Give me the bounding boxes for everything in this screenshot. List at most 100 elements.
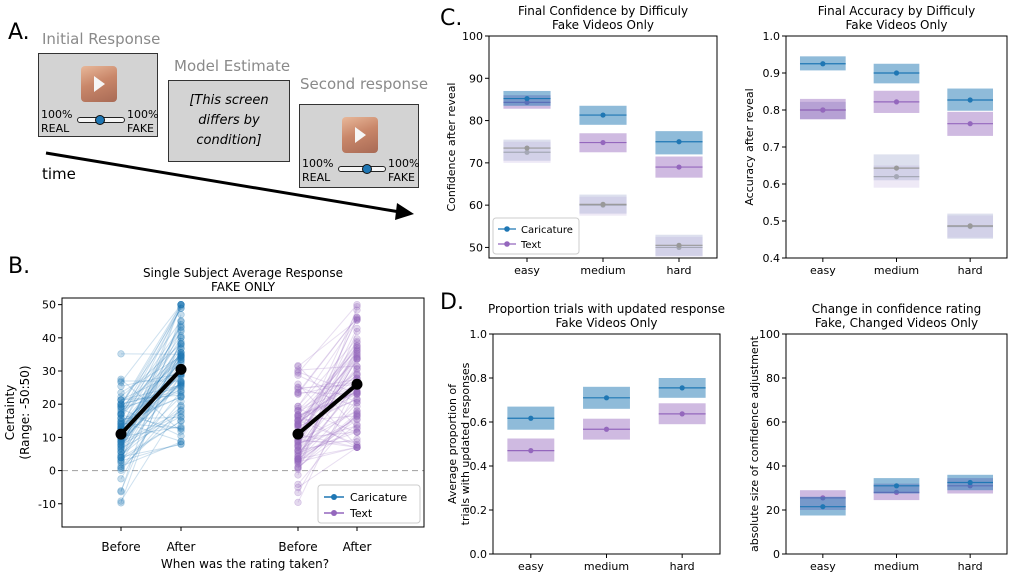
chart-b-subject-point [353,355,361,363]
chart-b-subject-point [353,362,361,370]
chart-c1-mean-point [676,164,682,170]
chart-d2-ytick-label: 60 [766,416,780,429]
chart-d1-title: Proportion trials with updated response [488,302,725,316]
chart-c1-legend-box [492,217,580,255]
chart-b-subject-point [117,418,125,426]
chart-b-subject-point [353,438,361,446]
chart-c1-mean-point [524,149,530,155]
chart-b-subject-point [353,371,361,379]
chart-b-subject-line [297,319,358,367]
chart-b-subject-line [297,319,358,407]
chart-b-subject-point [353,324,361,333]
chart-b-subject-point [294,362,302,371]
chart-b-subject-point [353,339,361,347]
chart-c2-xtick-label: easy [810,264,836,277]
chart-b-subject-point [353,395,361,403]
chart-b-subject-line [297,374,358,425]
chart-b-subject-line [120,345,182,431]
chart-b-subject-point [353,335,361,343]
chart-b-subject-point [353,389,361,398]
chart-b-subject-point [177,340,185,348]
chart-b-subject-point [177,432,185,440]
chart-b-subject-point [294,455,302,463]
chart-b-subject-point [117,400,125,409]
chart-b-subject-point [353,410,361,418]
chart-b-subject-point [294,421,302,429]
chart-b-subject-point [353,389,361,398]
chart-b-subject-point [177,410,185,418]
chart-b-subject-point [294,417,302,425]
chart-b-subject-point [294,369,302,377]
chart-b-subject-point [177,393,185,401]
chart-b-subject-line [120,383,182,442]
chart-b-subject-line [120,380,182,453]
chart-d1-mean-point [679,385,685,391]
chart-b-subject-line [120,352,182,429]
chart-b-subject-point [294,414,302,422]
chart-b-mean-point [115,428,127,440]
chart-b-subject-point [353,409,361,417]
chart-c1-ytick-label: 50 [469,241,483,254]
chart-b-subject-point [117,466,125,474]
chart-b-subject-point [353,313,361,322]
chart-b-subject-point [177,355,185,363]
chart-b-subject-line [297,383,358,447]
chart-c1-ytick-label: 100 [462,30,483,43]
chart-b-subject-point [117,444,125,452]
chart-b-subject-point [353,402,361,410]
chart-b-subject-line [297,345,358,437]
chart-b-subject-point [177,378,185,386]
chart-d1-ylabel: trials with updated responses [459,362,472,525]
play-icon [355,127,366,143]
chart-d1-mean-point [679,411,685,417]
chart-b-subject-line [297,428,358,457]
chart-c2-title: Final Accuracy by Difficuly [818,4,975,18]
chart-b-subject-point [353,347,361,356]
chart-b-subject-point [294,411,302,419]
chart-b-subject-line [297,438,358,451]
chart-b-subject-point [353,428,361,437]
real-label: REAL [302,171,331,184]
time-label: time [42,165,76,183]
chart-d1-ytick-label: 0.0 [470,548,488,561]
chart-b-subject-line [297,391,358,493]
chart-c1-ytick-label: 80 [469,115,483,128]
chart-b-subject-point [353,346,361,354]
chart-b-subject-line [120,416,182,420]
chart-b-subject-line [120,362,182,447]
chart-b-subject-line [297,410,358,446]
chart-b-subject-line [297,431,358,439]
chart-b-subject-point [353,443,361,451]
chart-d2-mean-point [820,504,826,510]
chart-b-subject-point [353,301,361,309]
chart-b-subject-point [353,364,361,373]
chart-c2-ytick-label: 0.4 [763,252,781,265]
chart-b-subject-line [297,338,358,407]
chart-d2-ytick-label: 0 [773,548,780,561]
chart-b-subject-point [353,428,361,436]
chart-b-subject-point [117,410,125,418]
chart-b-subject-point [177,387,185,395]
pct-left-label: 100% [41,108,73,121]
chart-b-subject-point [294,465,302,473]
model-text-line1: [This screen [189,93,269,108]
chart-b-subject-point [117,445,125,453]
chart-b-subject-point [353,351,361,359]
chart-d2-xtick-label: medium [874,560,919,573]
initial-response-screen: 100% 100% REAL FAKE [38,53,158,137]
chart-b-subject-point [353,342,361,350]
chart-b-subject-line [120,384,182,401]
chart-b-xtick-label: Before [101,540,140,554]
chart-b-subject-line [297,425,358,444]
chart-b-subject-point [117,448,125,456]
chart-b-subject-point [177,392,185,401]
chart-b-subject-line [297,418,358,451]
chart-b-subject-point [294,416,302,424]
chart-b-subject-point [177,356,185,364]
fake-label: FAKE [127,122,155,135]
chart-c1-legend-label: Text [520,240,541,251]
chart-b-subject-point [353,443,361,451]
chart-b-subject-line [120,354,182,408]
chart-d2-ytick-label: 100 [759,328,780,341]
chart-b-subject-line [120,305,182,429]
